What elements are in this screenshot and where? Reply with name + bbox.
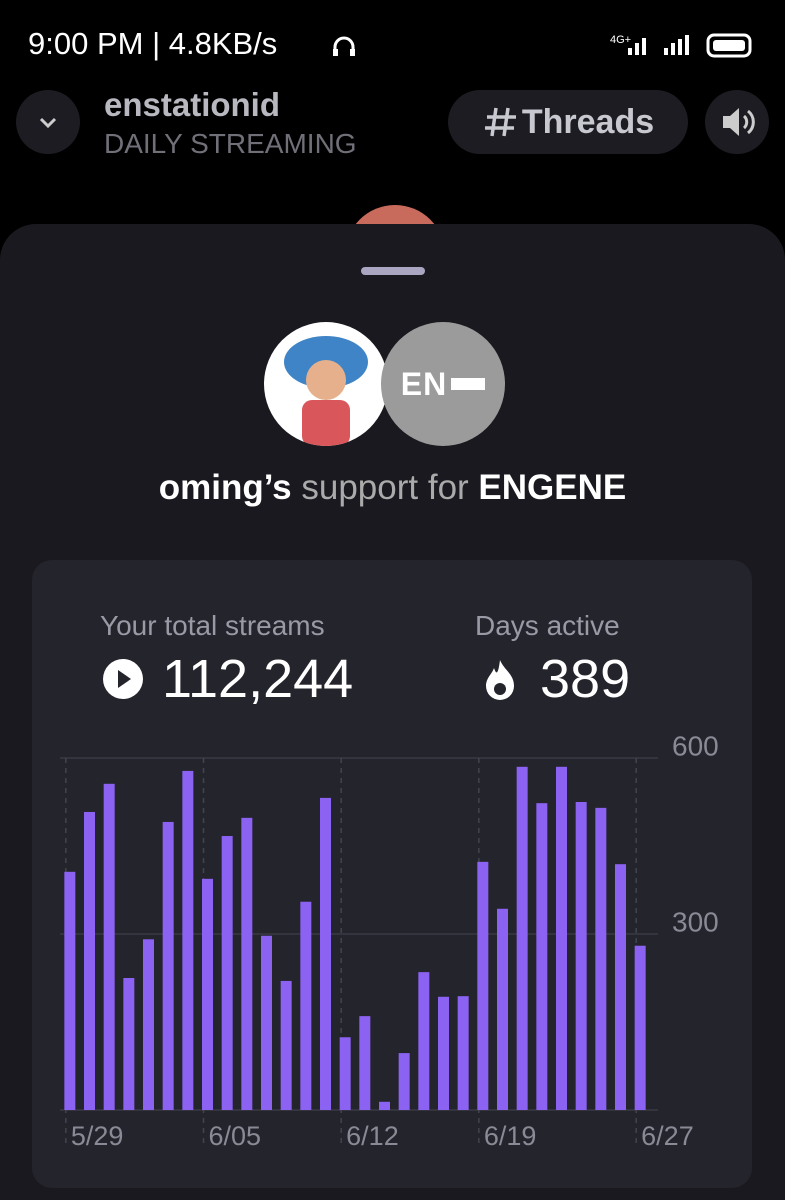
bar: [84, 811, 95, 1110]
bar: [123, 978, 135, 1110]
bar: [556, 766, 567, 1110]
sheet-handle[interactable]: [361, 267, 425, 275]
bar: [379, 1101, 390, 1110]
bar: [261, 935, 272, 1110]
bar: [143, 939, 154, 1110]
headphone-icon: [333, 36, 355, 56]
bar: [477, 861, 489, 1110]
bar: [162, 821, 174, 1110]
network-type: 4G+: [610, 34, 632, 46]
bar: [300, 901, 312, 1110]
status-left: 9:00 PM | 4.8KB/s: [28, 26, 278, 61]
artist-avatar: EN: [381, 322, 505, 446]
artist-name: ENGENE: [478, 468, 627, 507]
speaker-icon: [723, 108, 755, 136]
user-avatar: [264, 322, 388, 446]
stat-value: 112,244: [162, 649, 354, 709]
x-tick-label: 6/05: [209, 1121, 262, 1151]
sound-button[interactable]: [705, 90, 769, 154]
support-line: oming’s support for ENGENE: [0, 468, 785, 508]
bar: [320, 797, 331, 1110]
artist-logo: EN: [400, 365, 448, 402]
logo-bar: [451, 378, 486, 390]
bar: [103, 783, 115, 1110]
bar: [398, 1053, 410, 1110]
time: 9:00 PM: [28, 26, 144, 61]
stat-label: Your total streams: [100, 610, 325, 641]
bar: [418, 972, 430, 1110]
x-tick-label: 6/12: [346, 1121, 399, 1151]
collapse-button[interactable]: [16, 90, 80, 154]
threads-label: Threads: [521, 102, 655, 141]
bar: [64, 871, 76, 1110]
status-icons: [628, 33, 752, 58]
y-tick-label: 600: [672, 730, 719, 761]
user-name: oming’s: [158, 468, 292, 507]
threads-button[interactable]: Threads: [448, 90, 688, 154]
header-subtitle: DAILY STREAMING: [104, 128, 357, 159]
bar: [221, 836, 233, 1110]
header-title: enstationid: [104, 86, 281, 123]
bar: [339, 1037, 351, 1110]
bar: [536, 803, 548, 1110]
bar: [575, 802, 587, 1110]
chevron-icon: [39, 117, 57, 129]
bar: [497, 908, 508, 1110]
y-tick-label: 300: [672, 906, 719, 937]
bar: [280, 980, 292, 1110]
avatar-art: [284, 336, 368, 446]
hash-icon: [484, 107, 516, 137]
bar: [634, 945, 646, 1110]
bar: [241, 817, 253, 1110]
bar: [182, 770, 194, 1110]
bar: [202, 878, 213, 1110]
bar: [516, 766, 528, 1110]
play-icon: [103, 659, 143, 699]
bar: [438, 996, 449, 1110]
stat-value: 389: [540, 649, 631, 709]
bar: [457, 996, 469, 1110]
support-text: support for: [301, 468, 469, 507]
stat-label: Days active: [475, 610, 620, 641]
x-tick-label: 5/29: [71, 1121, 124, 1151]
bar: [359, 1016, 371, 1110]
bar: [595, 807, 607, 1110]
flame-icon: [486, 660, 514, 700]
x-tick-label: 6/27: [641, 1121, 694, 1151]
bar: [615, 864, 626, 1110]
net-speed: 4.8KB/s: [168, 26, 278, 61]
x-tick-label: 6/19: [484, 1121, 537, 1151]
